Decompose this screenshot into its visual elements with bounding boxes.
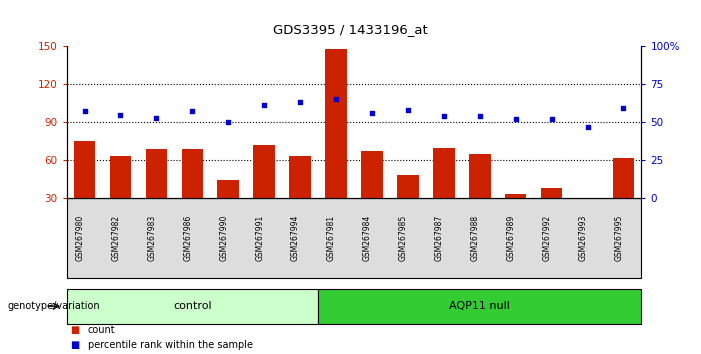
Bar — [109, 156, 131, 236]
Point — [546, 116, 557, 122]
Bar — [577, 198, 599, 236]
Point — [618, 105, 629, 111]
Bar — [541, 188, 562, 236]
Text: GSM267993: GSM267993 — [578, 215, 587, 261]
Bar — [325, 48, 347, 236]
Text: count: count — [88, 325, 115, 335]
Text: GSM267988: GSM267988 — [471, 215, 479, 261]
Bar — [613, 158, 634, 236]
Text: GSM267981: GSM267981 — [327, 215, 336, 261]
Text: percentile rank within the sample: percentile rank within the sample — [88, 340, 252, 350]
Text: GSM267994: GSM267994 — [291, 215, 300, 261]
Text: GSM267982: GSM267982 — [111, 215, 121, 261]
Point — [510, 116, 522, 122]
Text: GSM267985: GSM267985 — [399, 215, 408, 261]
Point — [151, 115, 162, 120]
Point — [115, 112, 126, 118]
Text: GSM267992: GSM267992 — [543, 215, 552, 261]
Point — [330, 96, 341, 102]
Text: GSM267983: GSM267983 — [147, 215, 156, 261]
Text: GSM267995: GSM267995 — [615, 215, 623, 261]
Text: ■: ■ — [70, 325, 79, 335]
Point — [294, 99, 306, 105]
Bar — [74, 141, 95, 236]
Bar — [217, 181, 239, 236]
Text: GSM267991: GSM267991 — [255, 215, 264, 261]
Point — [474, 113, 485, 119]
Bar — [290, 156, 311, 236]
Text: GSM267980: GSM267980 — [76, 215, 85, 261]
Bar — [469, 154, 491, 236]
Bar — [361, 151, 383, 236]
Text: GSM267990: GSM267990 — [219, 215, 229, 261]
Point — [79, 109, 90, 114]
Text: ■: ■ — [70, 340, 79, 350]
Bar — [146, 149, 168, 236]
Bar — [182, 149, 203, 236]
Bar — [433, 148, 455, 236]
Point — [367, 110, 378, 116]
Point — [438, 113, 449, 119]
Text: control: control — [173, 301, 212, 311]
Point — [582, 124, 593, 130]
Text: GSM267986: GSM267986 — [184, 215, 192, 261]
Bar — [505, 194, 526, 236]
Bar — [254, 145, 275, 236]
Text: GSM267989: GSM267989 — [507, 215, 516, 261]
Text: GDS3395 / 1433196_at: GDS3395 / 1433196_at — [273, 23, 428, 36]
Text: GSM267984: GSM267984 — [363, 215, 372, 261]
Point — [186, 109, 198, 114]
Point — [223, 119, 234, 125]
Text: genotype/variation: genotype/variation — [7, 301, 100, 311]
Point — [402, 107, 414, 113]
Text: GSM267987: GSM267987 — [435, 215, 444, 261]
Point — [259, 103, 270, 108]
Bar — [397, 176, 418, 236]
Text: AQP11 null: AQP11 null — [449, 301, 510, 311]
